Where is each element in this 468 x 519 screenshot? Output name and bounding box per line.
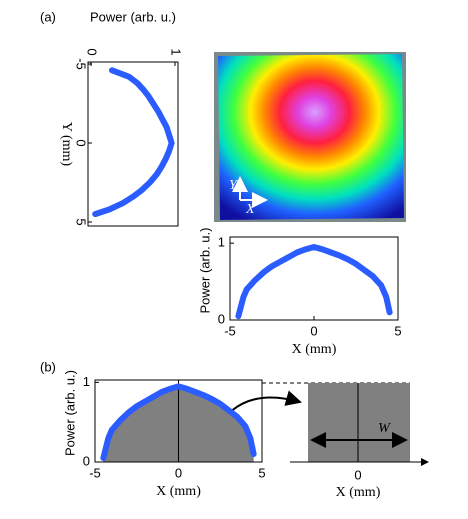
y-axis-label: Power (arb. u.)	[197, 228, 212, 314]
x-tick-label: 0	[175, 465, 182, 480]
panel-label: (b)	[40, 359, 56, 374]
x-tick-label: -5	[224, 323, 236, 338]
plot-frame	[87, 61, 179, 227]
image-x-label: X	[245, 202, 255, 217]
image-y-label: Y	[229, 178, 239, 193]
y-tick-label: 0	[218, 311, 225, 326]
plot-frame	[94, 379, 263, 463]
y-tick-label: 1	[218, 235, 225, 250]
beam-image	[218, 54, 404, 220]
x-tick-label: 0	[310, 323, 317, 338]
x-axis-label: Power (arb. u.)	[90, 9, 176, 24]
y-tick-label: 0	[74, 139, 89, 146]
y-axis-label: Y (mm)	[59, 122, 74, 167]
x-axis-label: X (mm)	[336, 485, 381, 500]
y-tick-label: 5	[74, 218, 89, 225]
x-tick-label: 5	[258, 465, 265, 480]
x-tick-label: 1	[169, 48, 184, 55]
y-axis-label: Power (arb. u.)	[62, 370, 77, 456]
x-tick-label: 5	[394, 323, 401, 338]
data-line	[235, 243, 393, 320]
y-tick-label: 0	[83, 453, 90, 468]
annotation: W	[378, 421, 391, 436]
plot-frame	[229, 236, 399, 321]
tophat	[308, 383, 410, 462]
x-tick-label: 0	[354, 467, 361, 482]
y-tick-label: 1	[83, 374, 90, 389]
y-tick-label: -5	[74, 58, 89, 70]
x-tick-label: 0	[85, 48, 100, 55]
data-line	[92, 67, 175, 218]
data-line	[100, 383, 257, 462]
x-axis-label: X (mm)	[292, 342, 337, 357]
x-tick-label: -5	[89, 465, 101, 480]
panel-label: (a)	[40, 9, 56, 24]
x-axis-label: X (mm)	[156, 484, 201, 499]
